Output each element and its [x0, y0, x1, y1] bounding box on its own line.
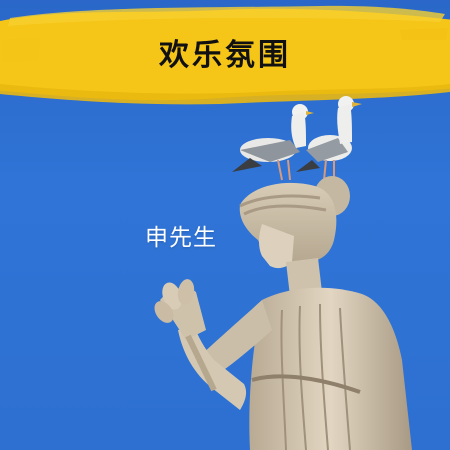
statue-icon — [178, 176, 412, 450]
seagull-icon — [232, 104, 314, 181]
seagull-icon — [296, 96, 362, 181]
wheat-bouquet-icon — [154, 279, 217, 392]
album-title: 欢乐氛围 — [159, 38, 291, 73]
artist-name: 申先生 — [145, 225, 217, 251]
brush-stroke-banner — [0, 5, 450, 105]
